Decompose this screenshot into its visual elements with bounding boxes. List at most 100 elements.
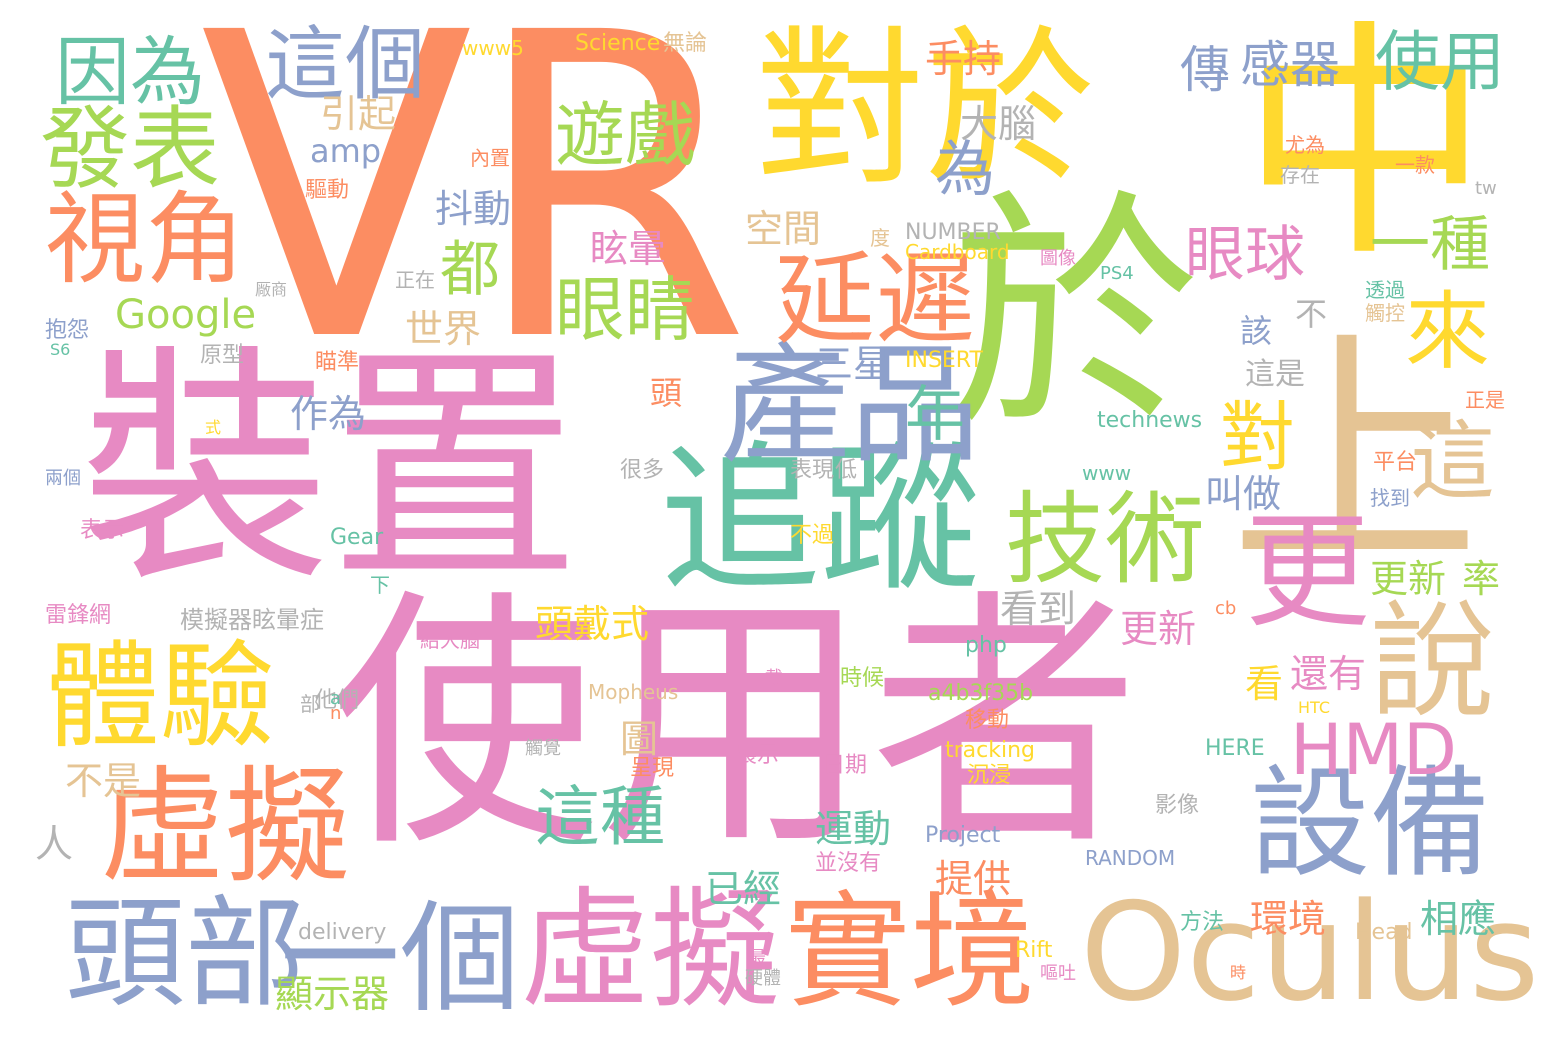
word-cloud-word: 這個 xyxy=(265,18,425,111)
word-cloud-word: 雷鋒網 xyxy=(45,603,112,628)
word-cloud-word: 表示 xyxy=(80,518,125,543)
word-cloud-word: 平台 xyxy=(1373,450,1418,475)
word-cloud-word: 還有 xyxy=(1290,652,1367,696)
word-cloud-word: 觸覺 xyxy=(525,738,561,759)
word-cloud-word: 最 xyxy=(748,948,766,969)
word-cloud-word: 使用 xyxy=(1375,25,1506,100)
word-cloud-word: 作為 xyxy=(290,392,367,436)
word-cloud-word: 度 xyxy=(870,226,890,250)
word-cloud-word: 時 xyxy=(1230,963,1247,982)
word-cloud-word: 遊戲 xyxy=(555,94,695,176)
word-cloud-word: 這種 xyxy=(535,780,666,855)
word-cloud-word: 更新 xyxy=(1370,557,1447,601)
word-cloud-word: 一種 xyxy=(1370,210,1490,280)
word-cloud-word: tw xyxy=(1475,178,1497,199)
word-cloud-word: 三星 xyxy=(815,342,892,386)
word-cloud-word: 找到 xyxy=(1370,486,1410,510)
word-cloud-word: 看到 xyxy=(1000,587,1077,631)
word-cloud-word: a4b3f35b xyxy=(928,681,1034,706)
word-cloud-word: 方法 xyxy=(1180,910,1225,935)
word-cloud-word: 呈現 xyxy=(630,756,675,781)
word-cloud-word: 已經 xyxy=(705,867,782,911)
word-cloud-word: 因為 xyxy=(55,28,206,116)
word-cloud-word: Head xyxy=(1355,920,1413,945)
word-cloud-word: 並沒有 xyxy=(815,851,882,876)
word-cloud-word: 正在 xyxy=(395,268,435,292)
word-cloud-word: 表現 xyxy=(790,458,835,483)
word-cloud-word: HMD xyxy=(1290,709,1457,791)
word-cloud-word: 不過 xyxy=(790,523,835,548)
word-cloud-word: 兩個 xyxy=(45,468,81,489)
word-cloud-word: Google xyxy=(115,292,257,338)
word-cloud-word: 很多 xyxy=(620,458,665,483)
word-cloud-word: PS4 xyxy=(1100,263,1134,284)
word-cloud-word: HTC xyxy=(1298,698,1331,717)
word-cloud-word: NUMBER xyxy=(905,220,1001,245)
word-cloud-word: 手 xyxy=(653,619,667,635)
word-cloud-word: 原型 xyxy=(200,343,245,368)
word-cloud-word: 感器 xyxy=(1240,36,1340,94)
word-cloud-word: VR xyxy=(200,0,751,434)
word-cloud-word: Gear xyxy=(330,525,384,550)
word-cloud-word: a xyxy=(330,688,342,709)
word-cloud-word: 式 xyxy=(205,418,222,437)
word-cloud-word: 眩暈症 xyxy=(252,606,324,634)
word-cloud-word: cb xyxy=(1215,598,1237,619)
word-cloud-word: 延遲 xyxy=(775,241,975,358)
word-cloud-word: Mopheus xyxy=(588,680,679,704)
word-cloud-word: Oculus xyxy=(1080,874,1540,1031)
word-cloud-word: 虛擬 xyxy=(520,874,781,1026)
word-cloud-word: S6 xyxy=(50,340,71,359)
word-cloud-word: 模擬器 xyxy=(180,606,252,634)
word-cloud-word: 時候 xyxy=(840,666,885,691)
word-cloud-word: 影像 xyxy=(1155,793,1200,818)
word-cloud-word: 驅動 xyxy=(305,178,350,203)
word-cloud-word: 沉浸 xyxy=(967,763,1012,788)
word-cloud-word: 來 xyxy=(1405,283,1491,382)
word-cloud-word: 說 xyxy=(1370,590,1495,735)
word-cloud-word: 視角 xyxy=(45,181,245,298)
word-cloud-word: 都 xyxy=(440,235,500,305)
word-cloud-word: 戴 xyxy=(765,668,783,689)
word-cloud-word: 眩暈 xyxy=(590,227,667,271)
word-cloud-word: 抱怨 xyxy=(45,318,90,343)
word-cloud-word: 眼球 xyxy=(1185,220,1305,290)
word-cloud-word: 大腦 xyxy=(960,102,1037,146)
word-cloud-word: 透過 xyxy=(1365,278,1405,302)
word-cloud-word: 無論 xyxy=(663,31,708,56)
word-cloud-word: 不是 xyxy=(65,759,142,803)
word-cloud-word: 設備 xyxy=(1250,755,1490,894)
word-cloud-word: 裝置 xyxy=(80,324,580,615)
word-cloud-word: 內置 xyxy=(470,146,510,170)
word-cloud-word: 運動 xyxy=(815,807,892,851)
word-cloud-word: 技術 xyxy=(1005,481,1205,598)
word-cloud-word: 顯示器 xyxy=(275,972,390,1016)
word-cloud-word: 發表 xyxy=(40,97,220,202)
word-cloud-word: tracking xyxy=(945,738,1036,763)
word-cloud-word: 抖動 xyxy=(435,187,512,231)
word-cloud-word: 頭戴式 xyxy=(535,602,650,646)
word-cloud-word: 存在 xyxy=(1280,163,1320,187)
word-cloud-word: 於 xyxy=(950,169,1200,460)
word-cloud-word: 日期 xyxy=(823,753,868,778)
word-cloud-word: 尤為 xyxy=(1285,133,1325,157)
word-cloud-word: 更 xyxy=(1245,500,1370,645)
word-cloud-word: 追蹤 xyxy=(660,426,981,613)
word-cloud-word: 對於 xyxy=(755,11,1096,209)
word-cloud-word: php xyxy=(965,633,1007,658)
word-cloud-word: 看 xyxy=(1245,662,1284,706)
word-cloud-word: 虛擬 xyxy=(100,755,350,900)
word-cloud-word: www xyxy=(1082,461,1132,485)
word-cloud-word: 提供 xyxy=(935,857,1012,901)
word-cloud-word: n xyxy=(330,703,342,724)
word-cloud-word: 實境 xyxy=(785,880,1035,1025)
word-cloud-word: 年 xyxy=(905,380,965,450)
word-cloud-word: 中 xyxy=(1240,0,1490,290)
word-cloud-word: HERE xyxy=(1205,736,1265,761)
word-cloud-word: 頭部 xyxy=(65,885,305,1024)
word-cloud-word: 展示 xyxy=(735,743,780,768)
word-cloud-word: 一款 xyxy=(1395,153,1435,177)
word-cloud-word: 上 xyxy=(1230,309,1480,600)
word-cloud-word: 硬體 xyxy=(745,968,781,989)
